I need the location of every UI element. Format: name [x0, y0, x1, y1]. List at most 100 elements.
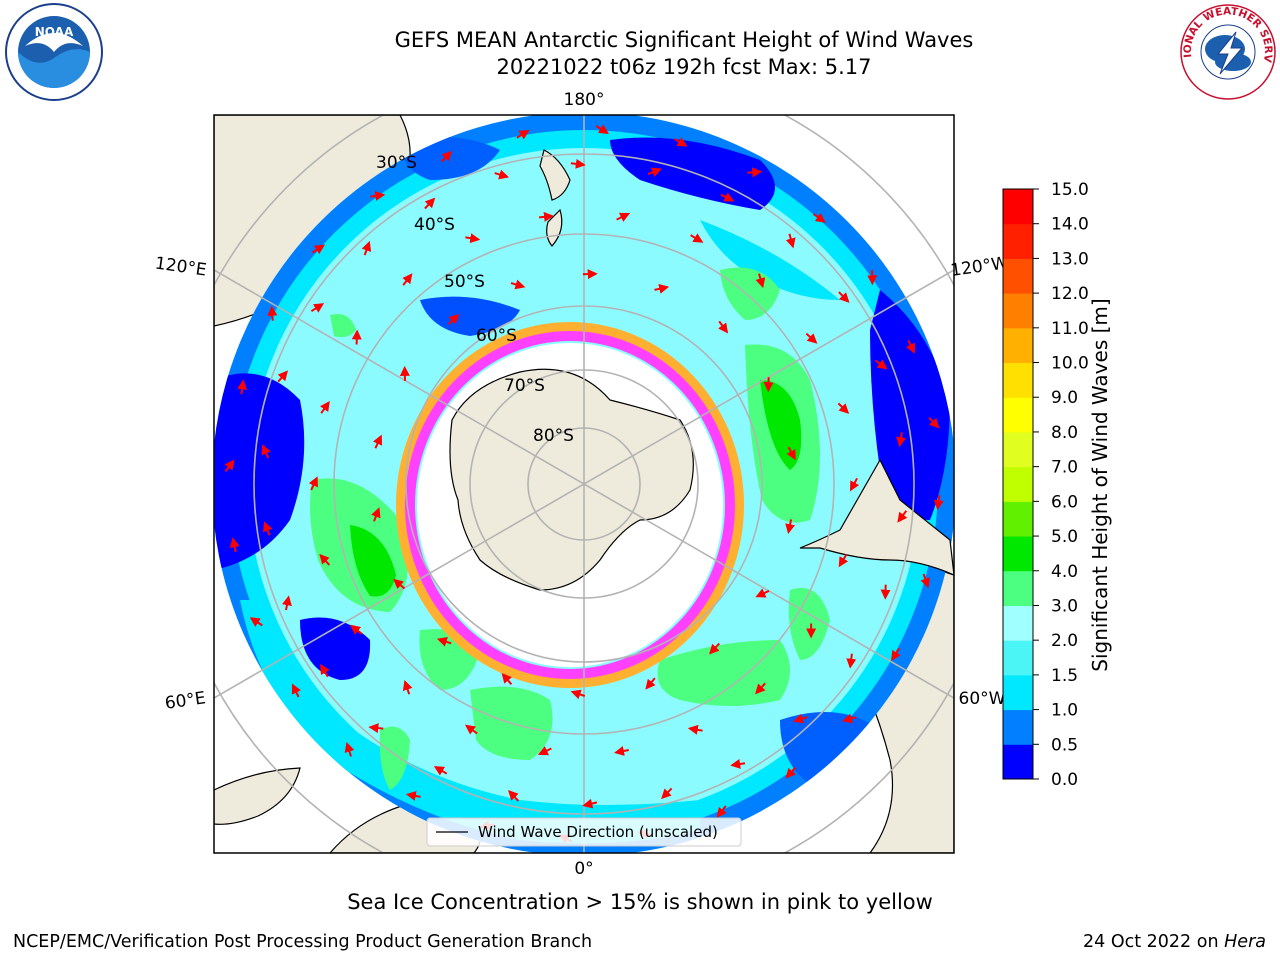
colorbar-segment — [1003, 570, 1033, 606]
wave-direction-arrow — [237, 379, 248, 395]
colorbar-tick-label: 14.0 — [1051, 215, 1089, 235]
wind-wave-arrows — [224, 124, 944, 844]
colorbar-tick-label: 9.0 — [1051, 388, 1078, 408]
wave-direction-arrow — [614, 746, 629, 756]
wave-direction-arrow — [249, 617, 263, 627]
lon-label-120w: 120°W — [949, 253, 1009, 281]
wave-direction-arrow — [224, 459, 235, 473]
colorbar-segment — [1003, 744, 1033, 780]
wave-direction-arrow — [582, 269, 598, 280]
wave-direction-arrow — [393, 578, 406, 590]
wave-direction-arrow — [501, 672, 513, 685]
wave-direction-arrow — [464, 724, 478, 735]
wave-direction-arrow — [661, 787, 673, 800]
wave-direction-arrow — [537, 746, 552, 756]
lon-label-0: 0° — [574, 859, 593, 879]
colorbar-tick-label: 0.5 — [1051, 735, 1078, 755]
colorbar-segment — [1003, 362, 1033, 398]
colorbar-segment — [1003, 605, 1033, 641]
wave-direction-arrow — [690, 233, 704, 243]
wave-direction-arrow — [747, 167, 763, 178]
colorbar-tick-label: 2.0 — [1051, 631, 1078, 651]
noaa-logo: NOAA — [5, 3, 103, 101]
wave-direction-arrow — [229, 537, 240, 553]
wave-direction-arrow — [371, 507, 381, 522]
colorbar-title: Significant Height of Wind Waves [m] — [1088, 298, 1112, 672]
wave-direction-arrow — [785, 766, 797, 779]
wave-direction-arrow — [368, 723, 384, 734]
lon-label-120e: 120°E — [154, 254, 208, 281]
colorbar-tick-label: 1.0 — [1051, 701, 1078, 721]
wave-direction-arrow — [319, 553, 331, 566]
wave-direction-arrow — [755, 682, 766, 695]
colorbar-segment — [1003, 293, 1033, 329]
wave-direction-arrow — [282, 595, 292, 611]
wave-direction-arrow — [308, 476, 318, 491]
wave-direction-arrow — [494, 169, 510, 180]
map-title: GEFS MEAN Antarctic Significant Height o… — [394, 28, 974, 52]
wave-direction-arrow — [616, 212, 631, 222]
graticule — [214, 115, 954, 853]
wave-direction-arrow — [905, 339, 915, 354]
colorbar-tick-label: 11.0 — [1051, 319, 1089, 339]
wave-direction-arrow — [465, 233, 481, 244]
wave-direction-arrow — [718, 320, 729, 334]
colorbar-segment — [1003, 223, 1033, 259]
colorbar-tick-label: 3.0 — [1051, 596, 1078, 616]
wave-direction-arrow — [709, 642, 721, 655]
noaa-logo-text: NOAA — [35, 25, 74, 39]
colorbar-segment — [1003, 674, 1033, 711]
wave-direction-arrow — [538, 211, 554, 222]
wave-direction-arrow — [720, 192, 735, 202]
wave-direction-arrow — [510, 279, 526, 290]
wave-direction-arrow — [755, 273, 766, 289]
lat-label-60s: 60°S — [476, 326, 517, 346]
wave-direction-arrow — [436, 637, 452, 647]
wave-direction-arrow — [896, 432, 906, 448]
wave-direction-arrow — [277, 370, 289, 383]
wave-direction-arrow — [319, 400, 330, 414]
lat-label-50s: 50°S — [444, 272, 485, 292]
wave-direction-arrow — [370, 190, 386, 201]
wave-direction-arrow — [792, 713, 808, 724]
colorbar-segment — [1003, 189, 1033, 225]
antarctica — [449, 368, 694, 591]
colorbar-tick-label: 4.0 — [1051, 562, 1078, 582]
colorbar-segment — [1003, 536, 1033, 572]
wave-direction-arrow — [645, 677, 656, 690]
wave-direction-arrow — [402, 680, 413, 695]
wave-direction-arrow — [582, 798, 598, 809]
wave-direction-arrow — [508, 790, 520, 802]
colorbar-segment — [1003, 327, 1033, 364]
wave-direction-arrow — [813, 212, 826, 223]
wave-direction-arrow — [372, 434, 383, 449]
colorbar-tick-label: 13.0 — [1051, 249, 1089, 269]
wave-direction-arrow — [874, 359, 888, 370]
colorbar-tick-label: 0.0 — [1051, 770, 1078, 790]
wave-direction-arrow — [897, 510, 908, 523]
footer-date-text: 24 Oct 2022 on — [1083, 932, 1219, 952]
wave-direction-arrow — [841, 713, 857, 724]
wave-direction-arrow — [838, 291, 850, 303]
colorbar-segment — [1003, 397, 1033, 433]
wave-direction-arrow — [838, 553, 849, 568]
lon-label-180: 180° — [564, 90, 605, 110]
wave-direction-arrow — [570, 689, 586, 700]
wave-direction-arrow — [716, 805, 727, 818]
wave-direction-arrow — [402, 273, 413, 286]
footer-date: 24 Oct 2022 on Hera — [1083, 932, 1266, 952]
wave-direction-arrow — [687, 724, 703, 735]
colorbar: 0.0 0.5 1.0 1.5 2.0 3.0 4.0 5.0 6.0 7.0 8.0 9.0 10.0… — [1002, 180, 1089, 790]
wave-direction-arrow — [785, 233, 796, 249]
colorbar-tick-label: 12.0 — [1051, 284, 1089, 304]
colorbar-segment — [1003, 709, 1033, 745]
map-subtitle: 20221022 t06z 192h fcst Max: 5.17 — [496, 55, 872, 79]
colorbar-tick-label: 1.5 — [1051, 666, 1078, 686]
wave-direction-arrow — [730, 759, 746, 769]
wave-direction-arrow — [785, 519, 796, 535]
wave-direction-arrow — [891, 647, 901, 661]
wave-direction-arrow — [361, 240, 372, 256]
wave-direction-arrow — [837, 402, 850, 414]
wave-direction-arrow — [261, 444, 271, 459]
wave-direction-arrow — [786, 446, 796, 461]
